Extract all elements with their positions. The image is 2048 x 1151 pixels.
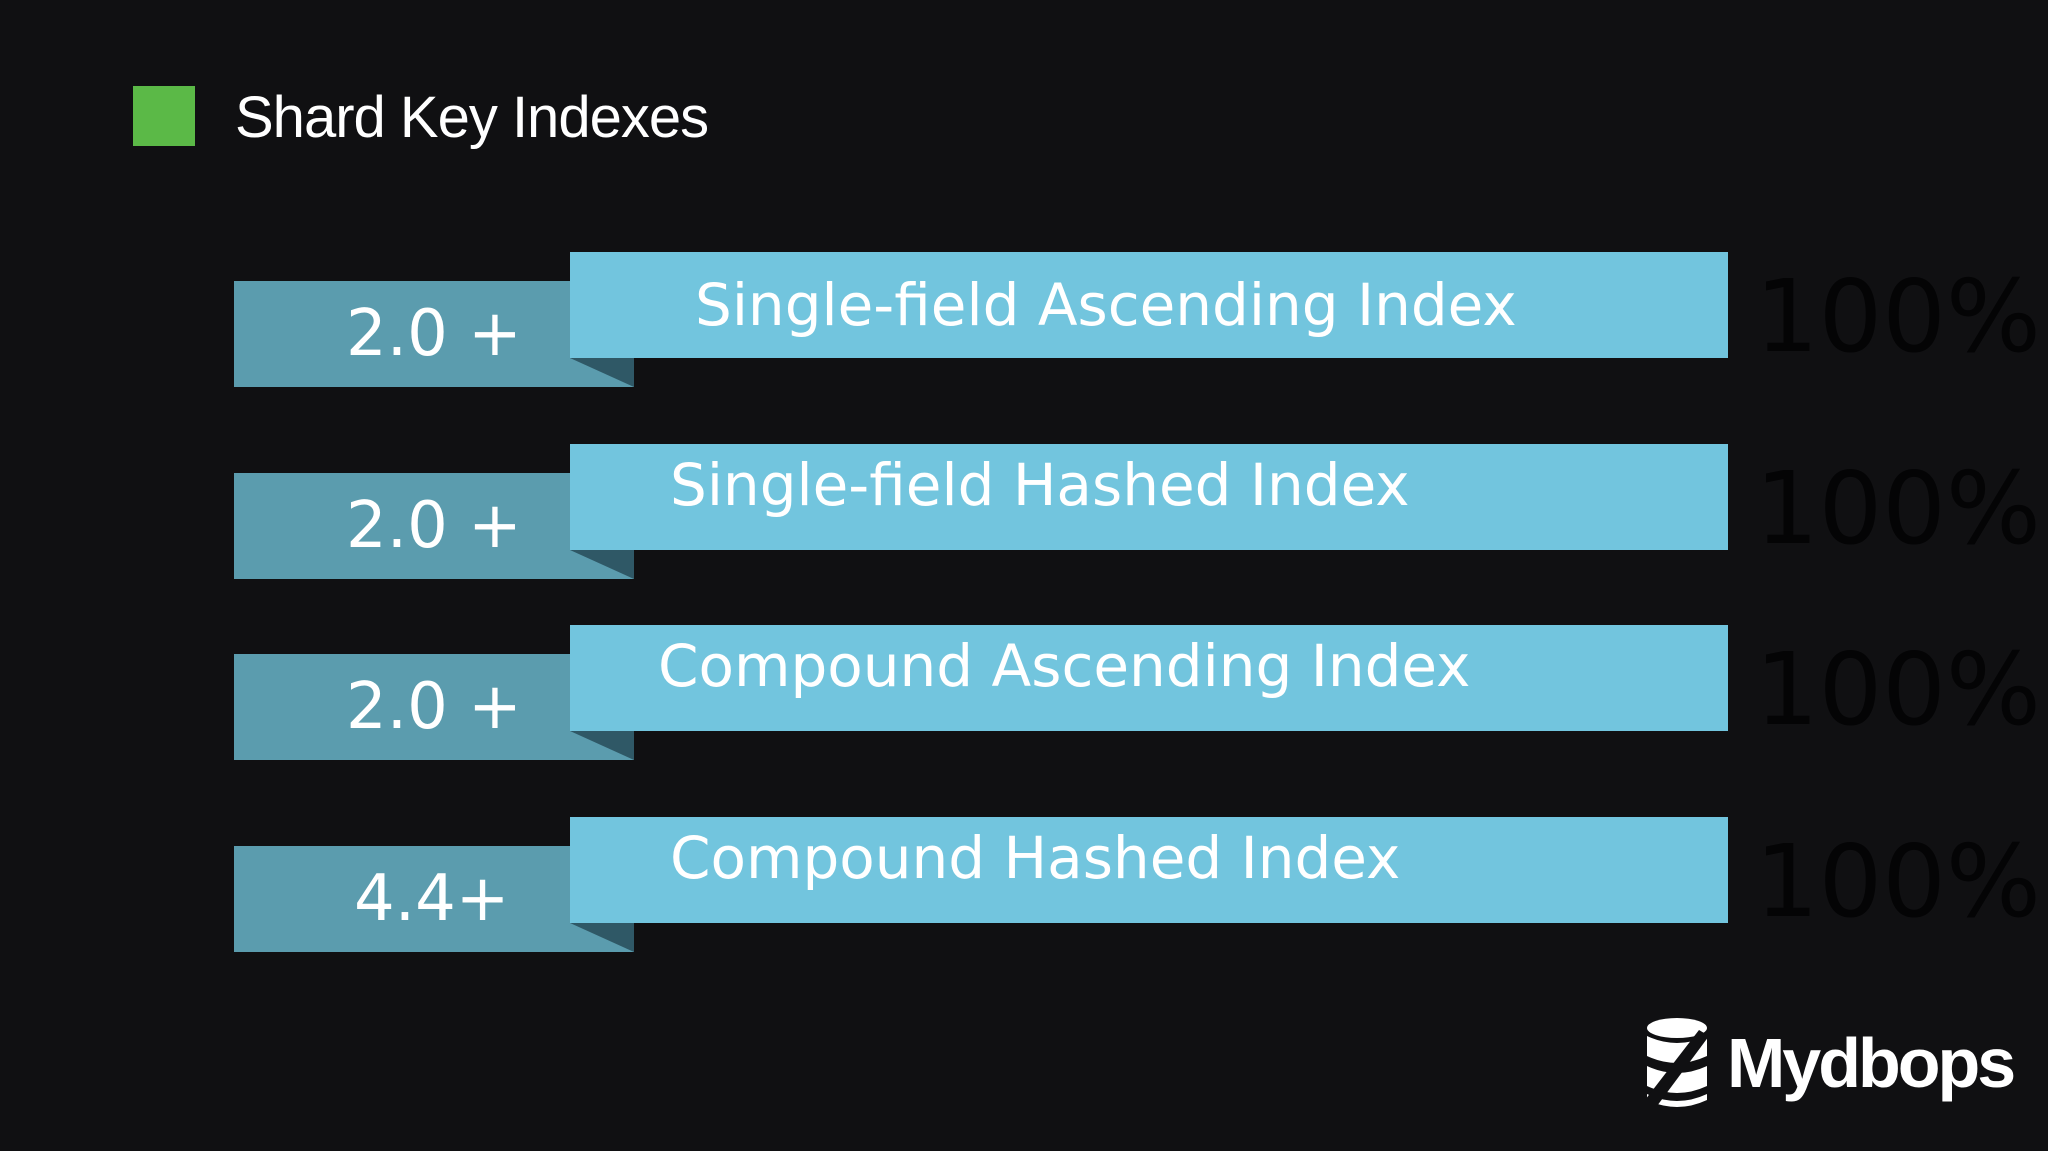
index-label: Single-field Ascending Index — [695, 271, 1517, 339]
index-label: Single-field Hashed Index — [670, 451, 1410, 519]
version-label: 4.4+ — [234, 846, 634, 952]
index-row-compound-hashed: 4.4+ Compound Hashed Index 100% — [0, 817, 2048, 957]
version-label: 2.0 + — [234, 281, 634, 387]
index-row-single-field-hashed: 2.0 + Single-field Hashed Index 100% — [0, 444, 2048, 584]
index-label: Compound Hashed Index — [670, 824, 1401, 892]
ribbon-fold — [570, 550, 634, 579]
index-bar: Compound Ascending Index — [570, 625, 1728, 731]
logo-text: Mydbops — [1727, 1024, 2016, 1102]
index-row-single-field-ascending: 2.0 + Single-field Ascending Index 100% — [0, 252, 2048, 392]
database-icon — [1645, 1018, 1709, 1107]
version-label: 2.0 + — [234, 473, 634, 579]
percent-label: 100% — [1755, 450, 2041, 567]
title-accent-square — [133, 86, 195, 146]
index-row-compound-ascending: 2.0 + Compound Ascending Index 100% — [0, 625, 2048, 765]
ribbon-fold — [570, 731, 634, 760]
index-bar: Single-field Hashed Index — [570, 444, 1728, 550]
mydbops-logo: Mydbops — [1643, 1013, 2033, 1113]
percent-label: 100% — [1755, 823, 2041, 940]
percent-label: 100% — [1755, 258, 2041, 375]
version-label: 2.0 + — [234, 654, 634, 760]
slide-title: Shard Key Indexes — [235, 85, 709, 150]
index-bar: Single-field Ascending Index — [570, 252, 1728, 358]
ribbon-fold — [570, 923, 634, 952]
index-bar: Compound Hashed Index — [570, 817, 1728, 923]
index-label: Compound Ascending Index — [658, 632, 1471, 700]
ribbon-fold — [570, 358, 634, 387]
percent-label: 100% — [1755, 631, 2041, 748]
